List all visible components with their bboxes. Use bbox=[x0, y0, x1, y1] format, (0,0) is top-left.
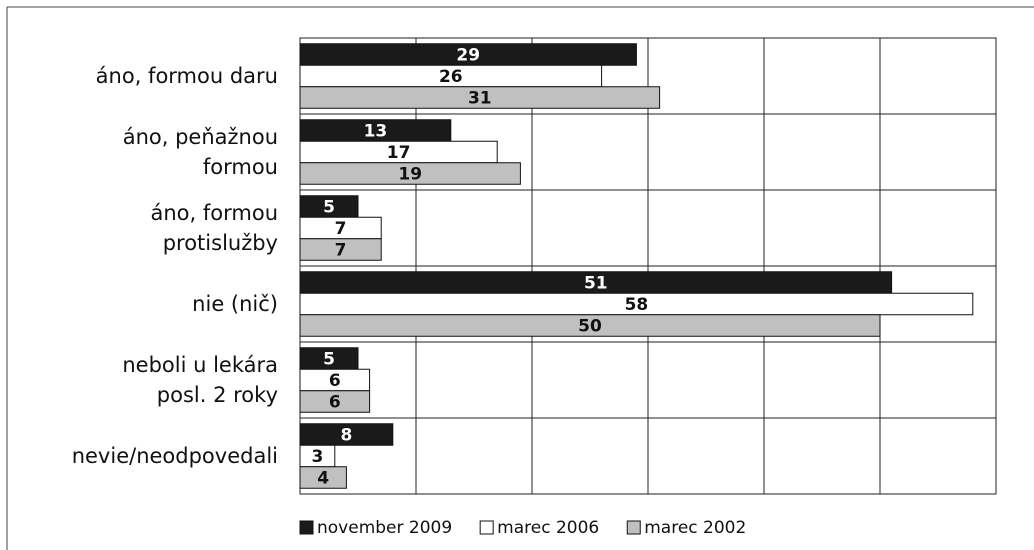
value-label: 6 bbox=[329, 371, 341, 391]
value-label: 26 bbox=[439, 67, 463, 87]
category-label: nie (nič) bbox=[192, 292, 278, 316]
value-label: 6 bbox=[329, 393, 341, 413]
legend-swatch bbox=[479, 520, 494, 535]
legend-swatch bbox=[626, 520, 641, 535]
value-label: 7 bbox=[335, 219, 347, 239]
value-label: 7 bbox=[335, 241, 347, 261]
value-label: 19 bbox=[398, 165, 422, 185]
bar bbox=[299, 86, 661, 109]
category-label: áno, formou daru bbox=[95, 64, 278, 88]
value-label: 50 bbox=[578, 317, 602, 337]
value-label: 29 bbox=[456, 46, 480, 66]
value-label: 51 bbox=[584, 274, 608, 294]
legend-label: marec 2002 bbox=[644, 518, 746, 538]
value-label: 17 bbox=[387, 143, 411, 163]
category-label: áno, peňažnou formou bbox=[122, 125, 278, 179]
category-label: áno, formou protislužby bbox=[150, 201, 279, 255]
value-label: 4 bbox=[317, 469, 329, 489]
value-label: 31 bbox=[468, 89, 492, 109]
value-label: 13 bbox=[364, 122, 388, 142]
legend-label: marec 2006 bbox=[497, 518, 599, 538]
legend-swatch bbox=[299, 520, 314, 535]
bar bbox=[299, 314, 881, 337]
bar bbox=[299, 390, 371, 413]
bar bbox=[299, 423, 394, 446]
category-label: nevie/neodpovedali bbox=[71, 444, 278, 468]
category-label: neboli u lekára posl. 2 roky bbox=[122, 353, 278, 407]
legend-label: november 2009 bbox=[317, 518, 452, 538]
bar bbox=[299, 466, 347, 489]
value-label: 5 bbox=[323, 350, 335, 370]
value-label: 58 bbox=[625, 295, 649, 315]
value-label: 3 bbox=[311, 447, 323, 467]
value-label: 5 bbox=[323, 198, 335, 218]
value-label: 8 bbox=[340, 426, 352, 446]
bar bbox=[299, 238, 382, 261]
bar bbox=[299, 162, 521, 185]
